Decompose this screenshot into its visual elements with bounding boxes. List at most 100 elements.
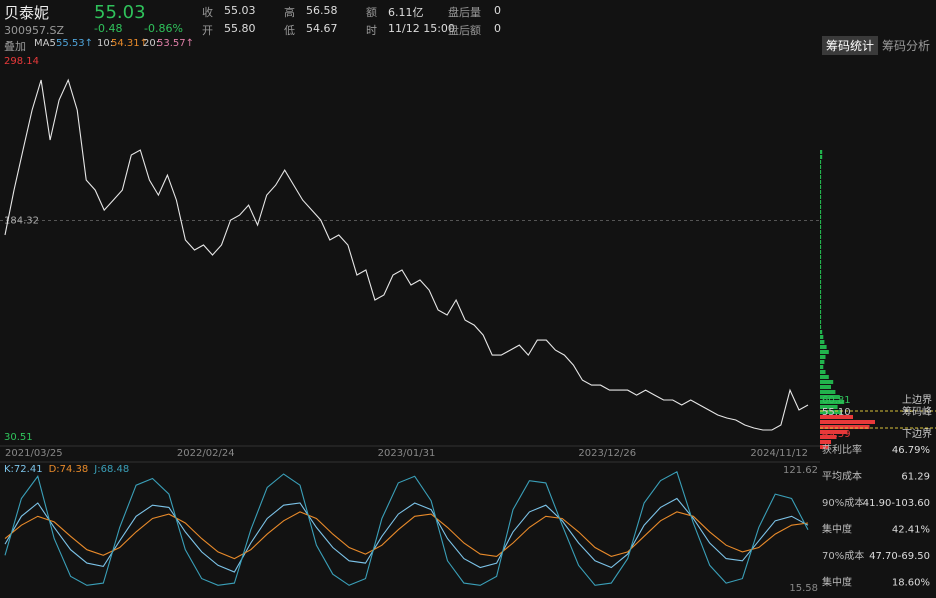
stat-value: 54.67 bbox=[306, 22, 338, 35]
chip-bar bbox=[820, 245, 822, 249]
chip-bar bbox=[820, 180, 822, 184]
y-tick-label: 298.14 bbox=[4, 56, 39, 67]
chip-bar bbox=[820, 435, 837, 439]
chip-bar bbox=[820, 385, 831, 389]
chip-bar bbox=[820, 420, 875, 424]
x-tick-label: 2023/12/26 bbox=[578, 448, 636, 459]
chip-stat-label: 集中度 bbox=[822, 576, 852, 589]
stat-label: 高 bbox=[284, 6, 295, 19]
chip-bar bbox=[820, 300, 822, 304]
chip-bar bbox=[820, 445, 829, 449]
ma-name: 10: bbox=[97, 38, 114, 49]
x-tick-label: 2022/02/24 bbox=[177, 448, 235, 459]
chip-bar bbox=[820, 310, 822, 314]
chip-bar bbox=[820, 210, 822, 214]
stat-label: 盘后量 bbox=[448, 6, 481, 19]
chip-stat-label: 70%成本 bbox=[822, 549, 864, 562]
chip-bar bbox=[820, 190, 822, 194]
kdj-line bbox=[4, 497, 809, 573]
chip-stat-value: 42.41% bbox=[892, 525, 930, 536]
chip-level-label: 下边界 bbox=[902, 428, 932, 440]
chip-bar bbox=[820, 340, 825, 344]
chip-bar bbox=[820, 390, 836, 394]
chip-bar bbox=[820, 325, 822, 329]
x-tick-label: 2021/03/25 bbox=[5, 448, 63, 459]
chip-bar bbox=[820, 405, 838, 409]
chip-stat-label: 获利比率 bbox=[822, 443, 862, 456]
price-line bbox=[4, 78, 809, 431]
chip-bar bbox=[820, 365, 824, 369]
chip-bar bbox=[820, 395, 840, 399]
chip-bar bbox=[820, 330, 823, 334]
stat-label: 开 bbox=[202, 24, 213, 37]
y-tick-label: 30.51 bbox=[4, 432, 33, 443]
chip-bar bbox=[820, 225, 822, 229]
chip-level-value: 55.10 bbox=[822, 407, 851, 418]
legend-entry: K:72.41 bbox=[4, 464, 43, 475]
chip-stat-label: 平均成本 bbox=[822, 470, 862, 483]
chip-bar bbox=[820, 305, 822, 309]
chip-bar bbox=[820, 220, 822, 224]
ma-value: 55.53↑ bbox=[56, 38, 94, 49]
kdj-line bbox=[4, 470, 809, 586]
chip-bar bbox=[820, 280, 822, 284]
chip-stat-value: 41.90-103.60 bbox=[863, 498, 930, 509]
chip-stat-value: 47.70-69.50 bbox=[869, 551, 930, 562]
chip-bar bbox=[820, 255, 822, 259]
kdj-line bbox=[4, 511, 809, 560]
y-tick-label: 184.32 bbox=[4, 215, 39, 226]
tab[interactable]: 筹码分析 bbox=[882, 39, 931, 53]
stat-value: 56.58 bbox=[306, 4, 338, 17]
chip-bar bbox=[820, 360, 825, 364]
chip-level-label: 上边界 bbox=[902, 394, 932, 406]
chip-bar bbox=[820, 155, 823, 159]
chip-bar bbox=[820, 230, 822, 234]
chip-bar bbox=[820, 430, 848, 434]
stat-label: 收 bbox=[202, 6, 213, 19]
ma-value: 54.31↑ bbox=[111, 38, 149, 49]
chip-bar bbox=[820, 290, 822, 294]
chip-bar bbox=[820, 270, 822, 274]
legend-entry: D:74.38 bbox=[49, 464, 89, 475]
chip-stat-value: 46.79% bbox=[892, 445, 930, 456]
stat-value: 55.80 bbox=[224, 22, 256, 35]
stat-value: 0 bbox=[494, 22, 501, 35]
stat-label: 低 bbox=[284, 24, 295, 37]
stat-value: 55.03 bbox=[224, 4, 256, 17]
price: 55.03 bbox=[94, 2, 146, 23]
chip-bar bbox=[820, 235, 822, 239]
chip-bar bbox=[820, 215, 822, 219]
overlay: 叠加 bbox=[4, 40, 26, 53]
ma-name: 20: bbox=[143, 38, 160, 49]
chip-level-label: 筹码峰 bbox=[902, 405, 932, 418]
y-tick-label: 121.62 bbox=[783, 465, 818, 476]
stat-value: 11/12 15:00 bbox=[388, 22, 455, 35]
chip-bar bbox=[820, 185, 822, 189]
chip-bar bbox=[820, 175, 822, 179]
tab[interactable]: 筹码统计 bbox=[822, 36, 879, 55]
chip-stat-label: 集中度 bbox=[822, 523, 852, 536]
legend-entry: J:68.48 bbox=[93, 464, 129, 475]
chip-stat-label: 90%成本 bbox=[822, 496, 864, 509]
x-tick-label: 2024/11/12 bbox=[750, 448, 808, 459]
ma-value: 53.57↑ bbox=[157, 38, 195, 49]
chip-bar bbox=[820, 200, 822, 204]
chip-bar bbox=[820, 410, 842, 414]
stat-value: 0 bbox=[494, 4, 501, 17]
ma-name: MA5 bbox=[34, 38, 56, 49]
x-tick-label: 2023/01/31 bbox=[378, 448, 436, 459]
chip-bar bbox=[820, 205, 822, 209]
chip-bar bbox=[820, 275, 822, 279]
chip-bar bbox=[820, 440, 831, 444]
chip-bar bbox=[820, 345, 827, 349]
chip-stat-value: 18.60% bbox=[892, 578, 930, 589]
chip-bar bbox=[820, 315, 822, 319]
chip-bar bbox=[820, 425, 870, 429]
chip-bar bbox=[820, 370, 826, 374]
chip-bar bbox=[820, 375, 829, 379]
change: -0.48 bbox=[94, 22, 123, 35]
chip-bar bbox=[820, 335, 824, 339]
chip-bar bbox=[820, 265, 822, 269]
chip-bar bbox=[820, 170, 822, 174]
